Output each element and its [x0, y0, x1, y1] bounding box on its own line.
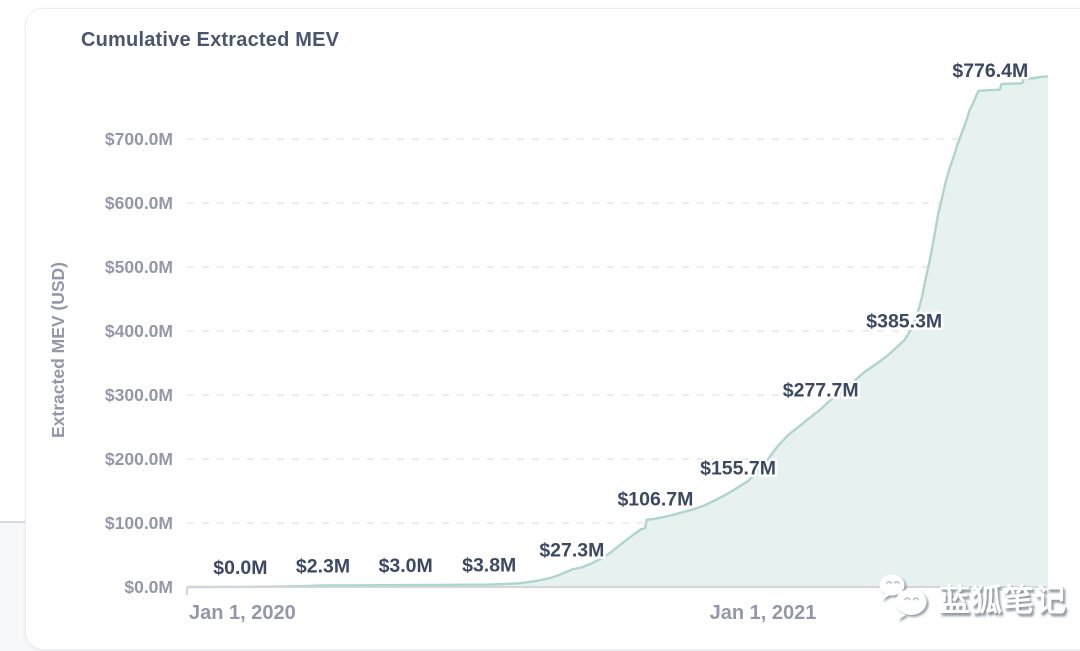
y-tick-label: $500.0M	[105, 257, 173, 277]
y-tick-label: $100.0M	[105, 513, 173, 533]
data-label: $2.3M	[296, 556, 350, 578]
y-axis-title: Extracted MEV (USD)	[48, 262, 68, 438]
data-label: $106.7M	[617, 489, 693, 511]
y-tick-label: $400.0M	[105, 321, 173, 341]
x-tick-label: Jan 1, 2020	[189, 602, 296, 624]
y-tick-label: $200.0M	[105, 449, 173, 469]
watermark: 蓝狐笔记	[876, 572, 1067, 622]
y-tick-label: $0.0M	[124, 577, 173, 597]
data-label: $776.4M	[952, 60, 1028, 82]
y-tick-label: $700.0M	[105, 129, 173, 149]
chart-title: Cumulative Extracted MEV	[81, 29, 340, 51]
wechat-icon	[879, 574, 927, 620]
x-tick-label: Jan 1, 2021	[710, 602, 817, 624]
data-label: $3.8M	[462, 555, 516, 577]
data-label: $277.7M	[783, 379, 859, 401]
y-tick-label: $600.0M	[105, 193, 173, 213]
data-label: $0.0M	[213, 557, 267, 579]
data-label: $155.7M	[700, 457, 776, 479]
area-fill	[187, 76, 1048, 588]
watermark-text: 蓝狐笔记	[939, 582, 1067, 618]
data-label: $3.0M	[379, 555, 433, 577]
series-line	[187, 75, 1049, 589]
data-label: $27.3M	[539, 540, 604, 562]
y-tick-label: $300.0M	[105, 385, 173, 405]
data-label: $385.3M	[866, 310, 942, 332]
